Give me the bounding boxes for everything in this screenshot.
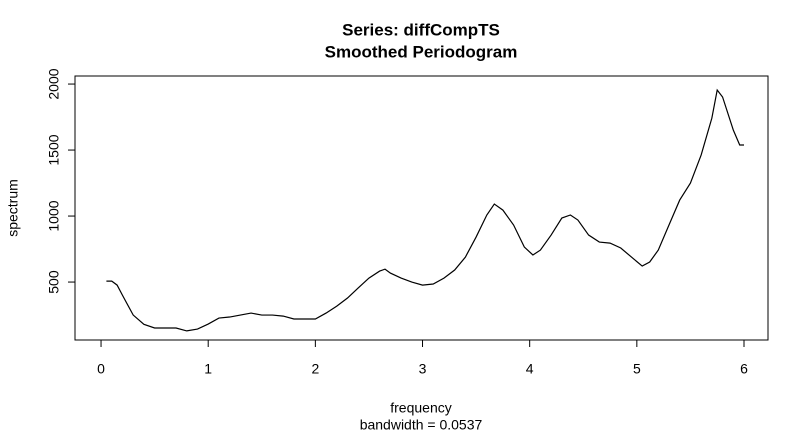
spectrum-line (106, 88, 744, 332)
y-tick-label: 2000 (46, 68, 62, 99)
x-tick-label: 0 (97, 361, 105, 377)
x-axis-sublabel: bandwidth = 0.0537 (360, 417, 483, 433)
chart-subtitle: Smoothed Periodogram (325, 42, 518, 61)
y-tick-label: 1500 (46, 134, 62, 165)
plot-frame (74, 75, 769, 341)
x-tick-label: 3 (419, 361, 427, 377)
x-axis-label: frequency (390, 400, 451, 416)
y-axis-label: spectrum (5, 179, 21, 237)
y-tick-label: 500 (46, 270, 62, 294)
chart-title: Series: diffCompTS (342, 20, 500, 39)
x-tick-label: 1 (204, 361, 212, 377)
x-tick-label: 6 (740, 361, 748, 377)
x-tick-label: 2 (311, 361, 319, 377)
x-tick-label: 4 (526, 361, 534, 377)
y-tick-label: 1000 (46, 200, 62, 231)
x-tick-label: 5 (633, 361, 641, 377)
